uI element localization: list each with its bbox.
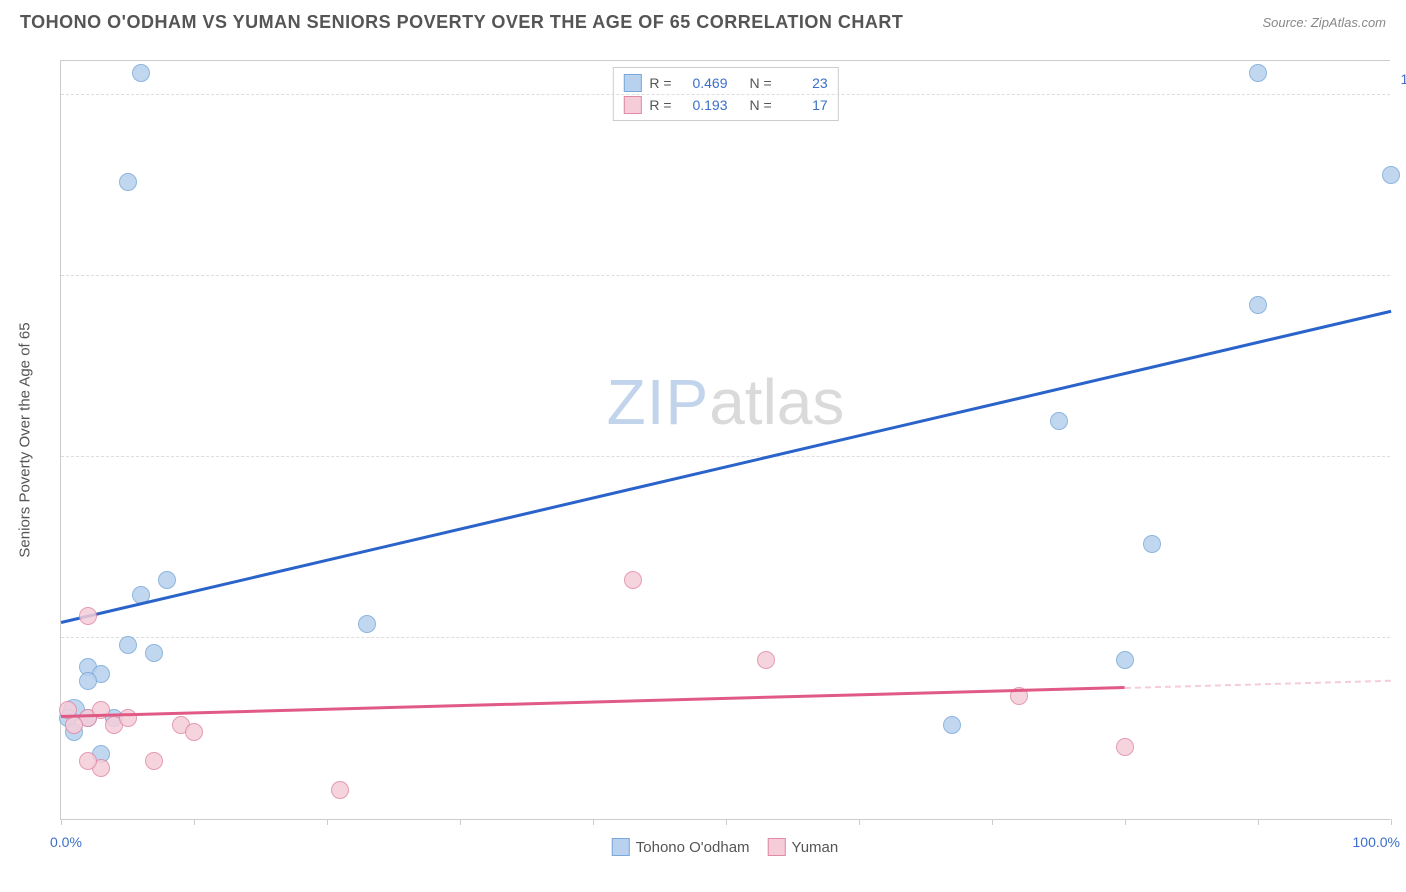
data-point: [132, 64, 150, 82]
chart-source: Source: ZipAtlas.com: [1262, 15, 1386, 30]
legend-n-value: 23: [780, 75, 828, 91]
x-tick: [61, 819, 62, 825]
data-point: [79, 607, 97, 625]
data-point: [1249, 64, 1267, 82]
x-tick: [460, 819, 461, 825]
gridline: [61, 637, 1390, 638]
x-tick: [992, 819, 993, 825]
x-axis-max-label: 100.0%: [1353, 834, 1400, 850]
legend-series-item: Yuman: [768, 838, 839, 856]
legend-stat-row: R = 0.469 N = 23: [623, 72, 827, 94]
legend-n-label: N =: [750, 97, 772, 113]
data-point: [1143, 535, 1161, 553]
data-point: [943, 716, 961, 734]
data-point: [331, 781, 349, 799]
data-point: [1382, 166, 1400, 184]
data-point: [624, 571, 642, 589]
legend-series: Tohono O'odham Yuman: [612, 838, 838, 856]
y-axis-label: Seniors Poverty Over the Age of 65: [17, 322, 34, 557]
legend-r-value: 0.193: [680, 97, 728, 113]
data-point: [145, 752, 163, 770]
legend-swatch: [612, 838, 630, 856]
legend-swatch: [623, 96, 641, 114]
legend-series-label: Yuman: [792, 839, 839, 856]
legend-r-label: R =: [649, 97, 671, 113]
watermark-zip: ZIP: [607, 366, 710, 438]
trend-line: [61, 310, 1392, 624]
gridline: [61, 456, 1390, 457]
legend-stat-row: R = 0.193 N = 17: [623, 94, 827, 116]
chart-area: Seniors Poverty Over the Age of 65 ZIPat…: [60, 60, 1390, 820]
gridline: [61, 275, 1390, 276]
data-point: [79, 752, 97, 770]
watermark: ZIPatlas: [607, 365, 845, 439]
trend-line: [61, 686, 1125, 717]
gridline: [61, 94, 1390, 95]
legend-r-label: R =: [649, 75, 671, 91]
data-point: [1050, 412, 1068, 430]
data-point: [757, 651, 775, 669]
data-point: [119, 173, 137, 191]
data-point: [92, 701, 110, 719]
x-tick: [1391, 819, 1392, 825]
x-tick: [859, 819, 860, 825]
data-point: [119, 636, 137, 654]
data-point: [1116, 738, 1134, 756]
x-axis-min-label: 0.0%: [50, 834, 82, 850]
y-tick-label: 100.0%: [1401, 71, 1406, 87]
data-point: [79, 672, 97, 690]
legend-n-label: N =: [750, 75, 772, 91]
trend-line-extrapolated: [1125, 679, 1391, 688]
x-tick: [593, 819, 594, 825]
watermark-atlas: atlas: [709, 366, 844, 438]
x-tick: [1125, 819, 1126, 825]
legend-series-item: Tohono O'odham: [612, 838, 750, 856]
data-point: [145, 644, 163, 662]
legend-n-value: 17: [780, 97, 828, 113]
plot-region: ZIPatlas R =0.469N =23R =0.193N =17 25.0…: [60, 60, 1390, 820]
legend-series-label: Tohono O'odham: [636, 839, 750, 856]
data-point: [158, 571, 176, 589]
x-tick: [327, 819, 328, 825]
legend-swatch: [623, 74, 641, 92]
x-tick: [726, 819, 727, 825]
legend-r-value: 0.469: [680, 75, 728, 91]
x-tick: [194, 819, 195, 825]
chart-title: TOHONO O'ODHAM VS YUMAN SENIORS POVERTY …: [20, 12, 903, 33]
data-point: [1249, 296, 1267, 314]
data-point: [119, 709, 137, 727]
data-point: [358, 615, 376, 633]
data-point: [185, 723, 203, 741]
chart-header: TOHONO O'ODHAM VS YUMAN SENIORS POVERTY …: [0, 0, 1406, 41]
data-point: [1116, 651, 1134, 669]
legend-swatch: [768, 838, 786, 856]
x-tick: [1258, 819, 1259, 825]
